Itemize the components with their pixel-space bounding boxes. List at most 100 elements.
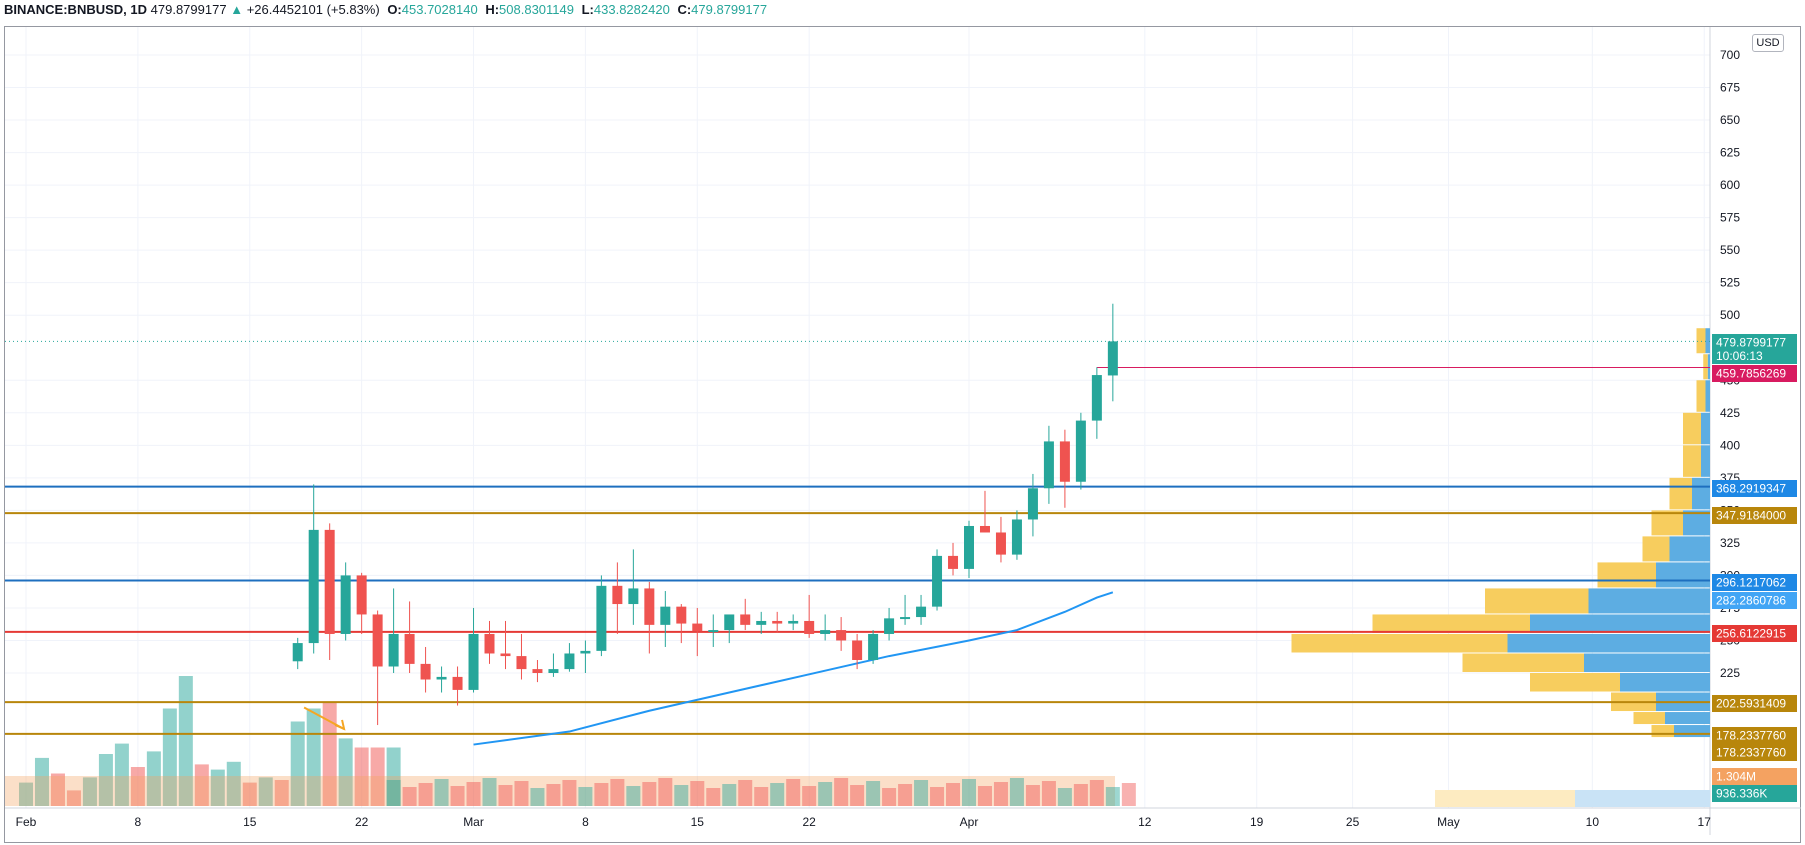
chart-frame[interactable] — [4, 26, 1801, 843]
volume-bar — [930, 787, 945, 806]
volume-bar — [1041, 781, 1056, 806]
candle-body — [868, 633, 879, 660]
volume-bar — [738, 780, 753, 806]
volume-bar — [754, 787, 769, 806]
candle-body — [740, 614, 751, 625]
volume-bar — [802, 786, 817, 806]
candle-body — [820, 630, 831, 634]
volume-profile-up-bar — [1674, 725, 1710, 738]
price-label-tag — [1712, 785, 1797, 802]
volume-profile-up-bar — [1656, 562, 1710, 588]
price-label-text: 479.8799177 — [1716, 336, 1786, 350]
volume-bar — [866, 781, 881, 806]
volume-bar — [482, 778, 497, 806]
volume-bar — [354, 747, 369, 806]
price-label-text: 459.7856269 — [1716, 367, 1786, 381]
volume-profile-down-bar — [1530, 673, 1620, 692]
volume-bar — [402, 787, 417, 806]
x-tick-label: 15 — [691, 815, 705, 829]
volume-bar — [338, 738, 353, 806]
x-tick-label: 25 — [1346, 815, 1360, 829]
volume-profile-down-bar — [1597, 562, 1656, 588]
open-value: 453.7028140 — [401, 2, 478, 17]
volume-profile-up-bar — [1620, 673, 1710, 692]
volume-bar — [610, 779, 625, 806]
price-label-tag — [1712, 695, 1797, 712]
symbol-label[interactable]: BINANCE:BNBUSD, 1D — [4, 2, 148, 17]
volume-bar — [130, 767, 145, 806]
candle-body — [900, 617, 911, 620]
volume-bar — [642, 782, 657, 806]
volume-bar — [946, 783, 961, 806]
volume-bar — [818, 782, 833, 806]
volume-bar — [242, 782, 257, 806]
volume-profile — [1291, 328, 1710, 807]
price-label-text: 178.2337760 — [1716, 729, 1786, 743]
volume-bar — [34, 757, 49, 806]
volume-bar — [66, 790, 81, 806]
candle-body — [580, 650, 591, 654]
candle-body — [532, 669, 543, 673]
candle-body — [708, 630, 719, 633]
candle-body — [948, 555, 959, 569]
candle-body — [452, 676, 463, 690]
candle-body — [932, 555, 943, 607]
candle-body — [340, 575, 351, 634]
volume-profile-down-bar — [1642, 536, 1670, 562]
chart-grid — [5, 27, 1801, 835]
volume-bar — [418, 783, 433, 806]
candle-body — [1043, 441, 1054, 489]
volume-bar — [1073, 784, 1088, 806]
candle-body — [756, 620, 767, 625]
volume-profile-down-bar — [1683, 412, 1701, 445]
candle-body — [420, 663, 431, 680]
volume-bar — [993, 782, 1008, 806]
price-label-text: 282.2860786 — [1716, 594, 1786, 608]
volume-profile-down-bar — [1485, 588, 1589, 614]
candle-body — [916, 606, 927, 618]
price-label-tag — [1712, 480, 1797, 497]
candle-body — [788, 620, 799, 624]
volume-profile-up-bar — [1701, 412, 1710, 445]
price-label-tag — [1712, 334, 1797, 364]
currency-badge[interactable]: USD — [1752, 34, 1784, 52]
volume-bar — [98, 754, 113, 806]
candle-body — [388, 633, 399, 667]
volume-bar — [770, 783, 785, 806]
low-value: 433.8282420 — [593, 2, 670, 17]
volume-bar — [690, 781, 705, 806]
candle-body — [292, 643, 303, 662]
price-label-text: 296.1217062 — [1716, 576, 1786, 590]
y-tick-label: 225 — [1720, 666, 1740, 680]
volume-profile-up-bar — [1530, 614, 1710, 633]
y-tick-label: 325 — [1720, 536, 1740, 550]
volume-bar — [562, 780, 577, 806]
horizontal-levels — [5, 340, 1710, 735]
open-label: O: — [387, 2, 402, 17]
ma-line — [473, 591, 1114, 746]
candle-body — [804, 620, 815, 634]
volume-profile-down-bar — [1462, 653, 1584, 672]
candle-body — [676, 606, 687, 624]
candle-body — [1027, 488, 1038, 520]
volume-bar — [386, 780, 401, 806]
volume-profile-up-bar — [1588, 588, 1710, 614]
volume-profile-up-bar — [1707, 354, 1710, 380]
volume-bar — [898, 784, 913, 806]
volume-bar — [114, 743, 129, 806]
price-label-text: 178.2337760 — [1716, 746, 1786, 760]
volume-bar — [50, 773, 65, 806]
price-label-tag — [1712, 365, 1797, 382]
change-up-icon: ▲ — [230, 2, 244, 17]
y-tick-label: 575 — [1720, 211, 1740, 225]
volume-bar — [178, 676, 193, 806]
price-label-text: 202.5931409 — [1716, 697, 1786, 711]
volume-profile-up-bar — [1701, 445, 1710, 477]
candle-body — [692, 623, 703, 632]
y-tick-label: 500 — [1720, 308, 1740, 322]
volume-bar — [290, 721, 305, 806]
y-tick-label: 550 — [1720, 243, 1740, 257]
candle-body — [979, 525, 990, 533]
volume-bar — [19, 782, 33, 806]
